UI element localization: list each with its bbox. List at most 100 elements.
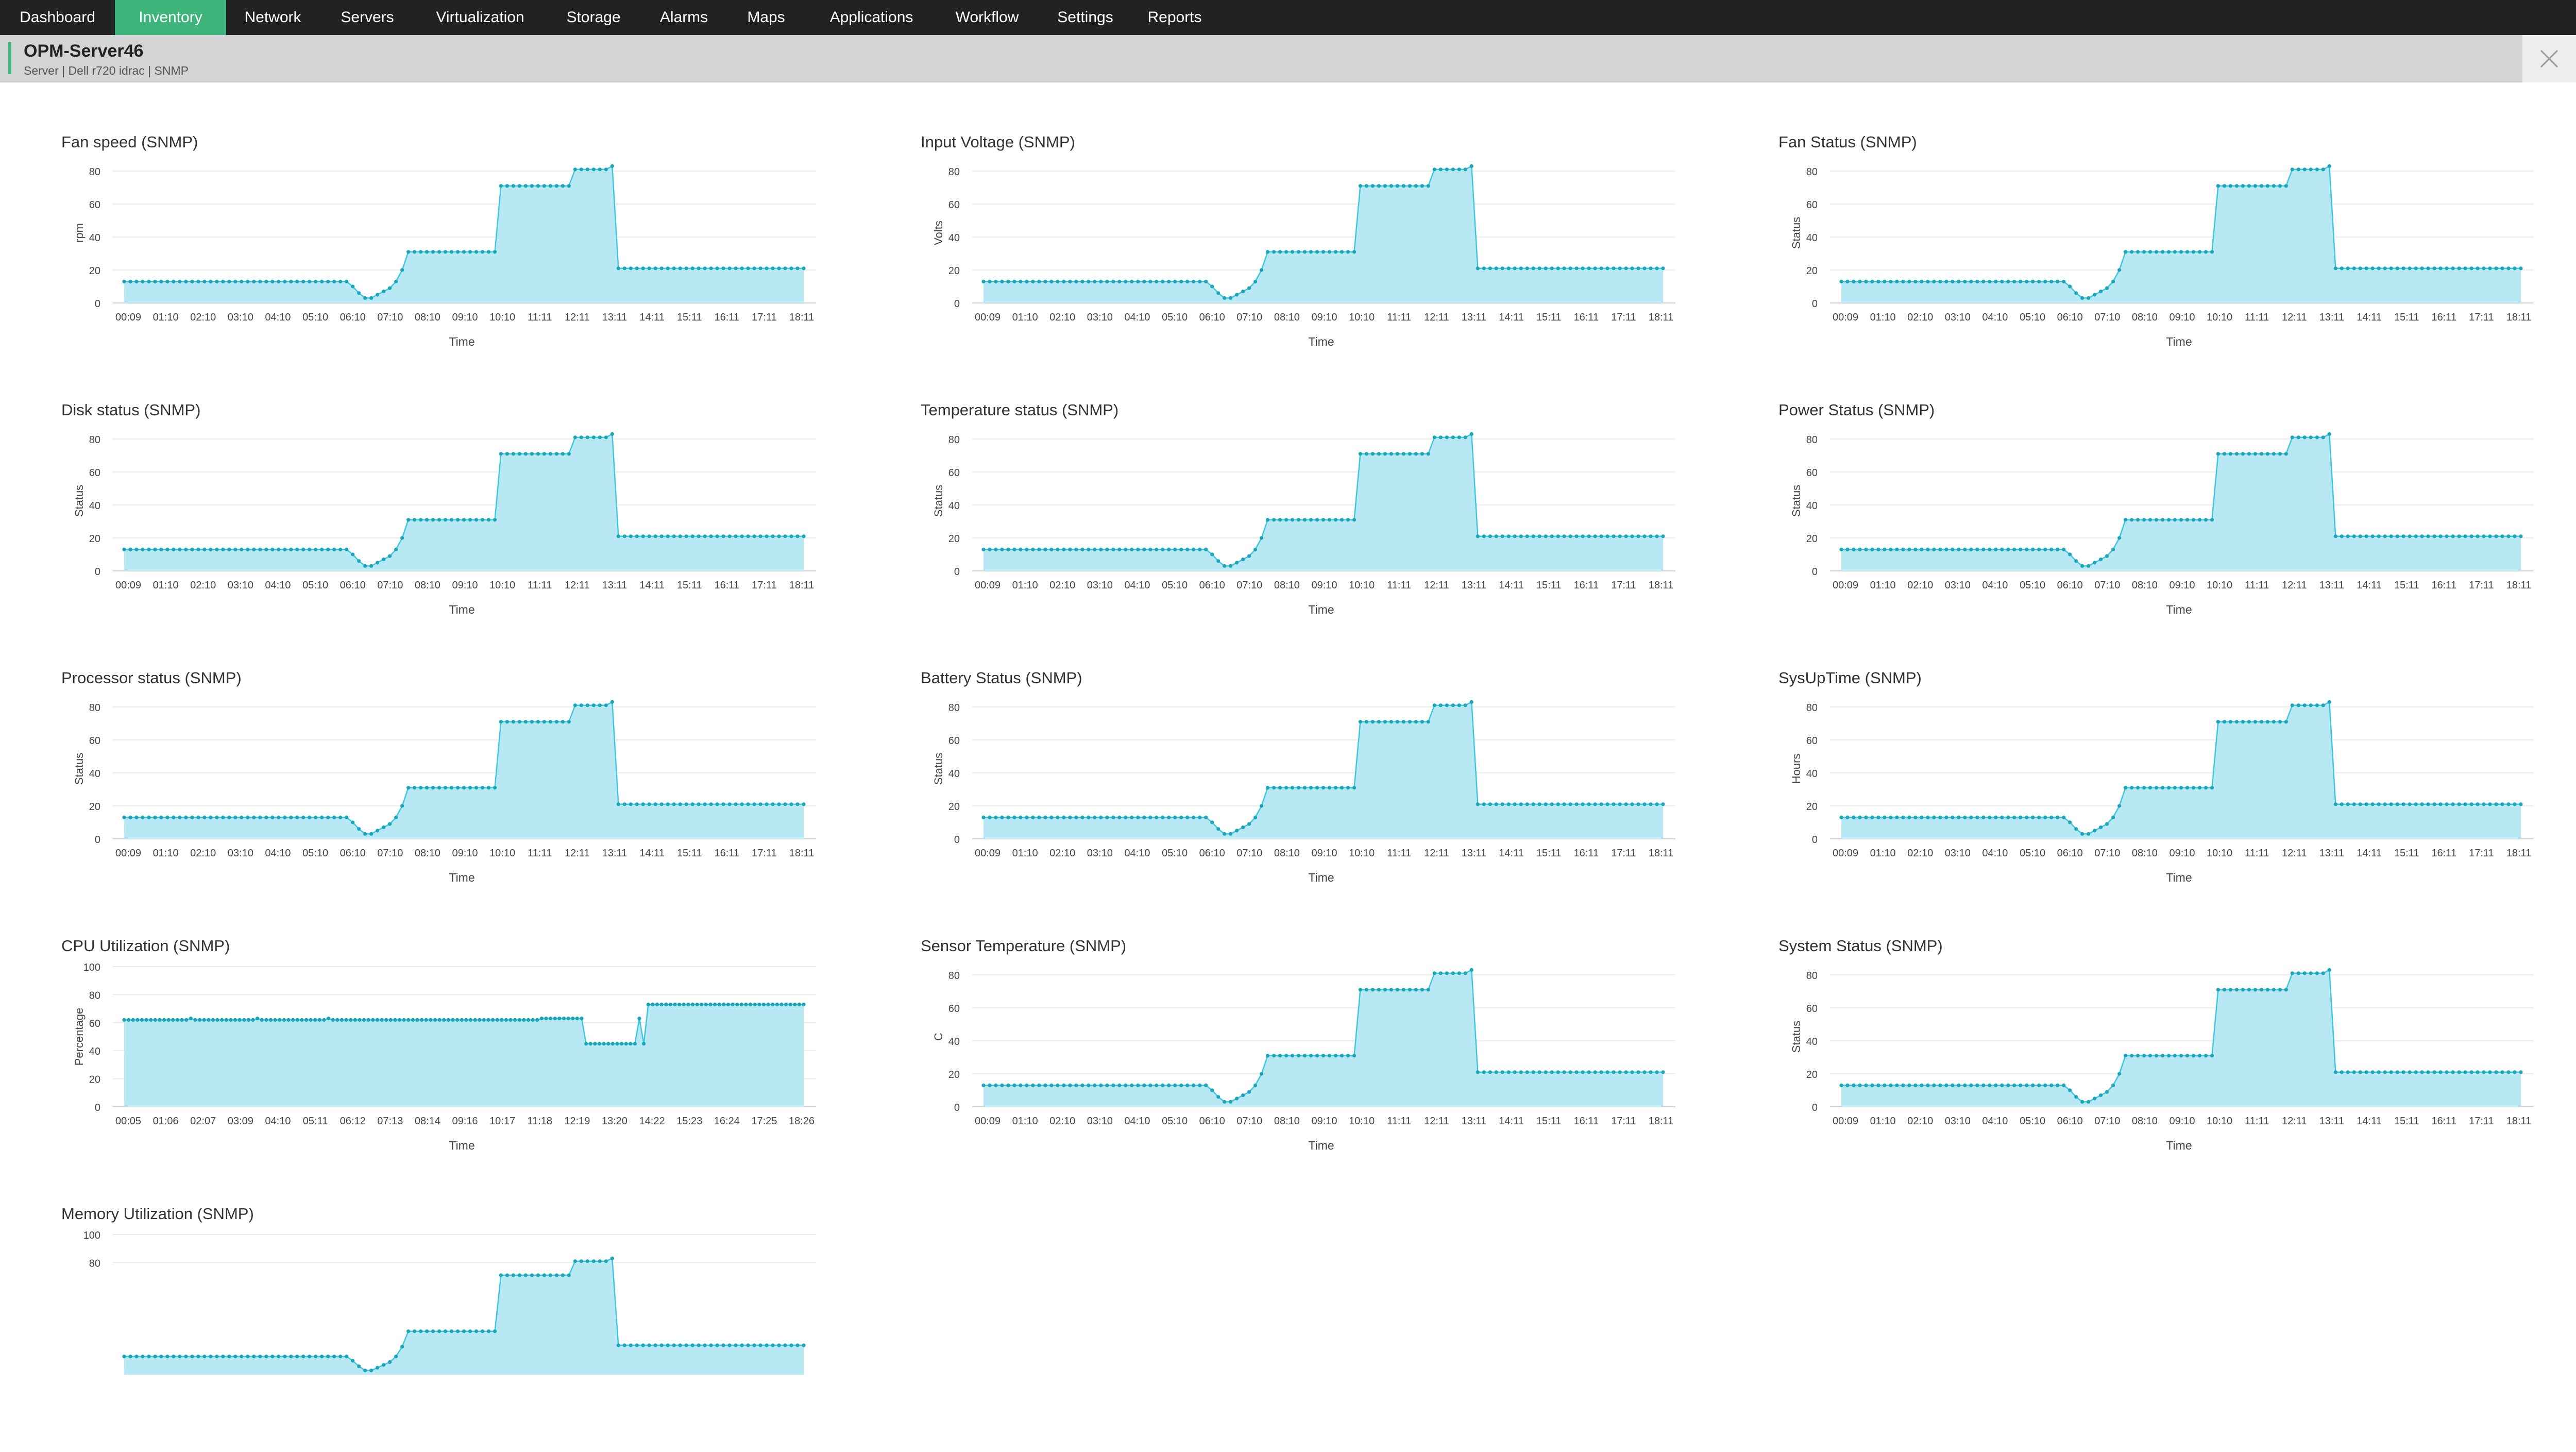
data-point[interactable] <box>1531 266 1535 271</box>
data-point[interactable] <box>2130 250 2134 254</box>
data-point[interactable] <box>2253 988 2257 992</box>
data-point[interactable] <box>376 561 380 565</box>
data-point[interactable] <box>2062 279 2066 283</box>
data-point[interactable] <box>2352 266 2356 271</box>
data-point[interactable] <box>415 1018 419 1022</box>
data-point[interactable] <box>2191 250 2196 254</box>
data-point[interactable] <box>575 1017 579 1021</box>
data-point[interactable] <box>602 1042 606 1046</box>
data-point[interactable] <box>1513 266 1517 271</box>
data-point[interactable] <box>451 1018 455 1022</box>
data-point[interactable] <box>499 1273 503 1277</box>
data-point[interactable] <box>1210 1088 1214 1092</box>
data-point[interactable] <box>175 1018 180 1022</box>
data-point[interactable] <box>1414 452 1418 456</box>
data-point[interactable] <box>1981 815 1986 819</box>
data-point[interactable] <box>277 547 281 551</box>
nav-item-network[interactable]: Network <box>244 9 301 26</box>
data-point[interactable] <box>717 1002 721 1006</box>
data-point[interactable] <box>289 1355 293 1359</box>
data-point[interactable] <box>233 547 238 551</box>
data-point[interactable] <box>233 279 238 283</box>
data-point[interactable] <box>573 167 577 172</box>
data-point[interactable] <box>1550 802 1554 806</box>
data-point[interactable] <box>647 534 651 538</box>
data-point[interactable] <box>758 266 762 271</box>
data-point[interactable] <box>338 815 343 819</box>
data-point[interactable] <box>2228 720 2232 724</box>
data-point[interactable] <box>2445 802 2449 806</box>
data-point[interactable] <box>1198 815 1202 819</box>
data-point[interactable] <box>677 1002 682 1006</box>
data-point[interactable] <box>2377 1070 2381 1074</box>
data-point[interactable] <box>1000 1083 1004 1087</box>
data-point[interactable] <box>1864 1083 1868 1087</box>
data-point[interactable] <box>1080 279 1084 283</box>
data-point[interactable] <box>2166 786 2171 790</box>
data-point[interactable] <box>474 786 479 790</box>
data-point[interactable] <box>561 720 565 724</box>
data-point[interactable] <box>1216 827 1221 831</box>
data-point[interactable] <box>1223 296 1227 300</box>
data-point[interactable] <box>1161 815 1165 819</box>
data-point[interactable] <box>165 547 170 551</box>
data-point[interactable] <box>1605 1070 1609 1074</box>
data-point[interactable] <box>2488 802 2492 806</box>
data-point[interactable] <box>2049 1083 2054 1087</box>
data-point[interactable] <box>1229 1100 1233 1104</box>
data-point[interactable] <box>2333 802 2337 806</box>
data-point[interactable] <box>2408 534 2412 538</box>
data-point[interactable] <box>345 1355 349 1359</box>
data-point[interactable] <box>775 1002 779 1006</box>
data-point[interactable] <box>1130 547 1134 551</box>
data-point[interactable] <box>1247 286 1251 290</box>
data-point[interactable] <box>802 1002 806 1006</box>
data-point[interactable] <box>1957 547 1961 551</box>
data-point[interactable] <box>610 700 614 704</box>
data-point[interactable] <box>522 1018 526 1022</box>
data-point[interactable] <box>1117 279 1122 283</box>
data-point[interactable] <box>1124 1083 1128 1087</box>
data-point[interactable] <box>2080 1100 2084 1104</box>
data-point[interactable] <box>2377 802 2381 806</box>
data-point[interactable] <box>2500 802 2504 806</box>
data-point[interactable] <box>1438 703 1443 707</box>
data-point[interactable] <box>295 815 299 819</box>
data-point[interactable] <box>2383 1070 2387 1074</box>
data-point[interactable] <box>1364 184 1368 188</box>
data-point[interactable] <box>1056 1083 1060 1087</box>
data-point[interactable] <box>1926 1083 1930 1087</box>
data-point[interactable] <box>314 1355 318 1359</box>
data-point[interactable] <box>317 1018 321 1022</box>
data-point[interactable] <box>2389 802 2393 806</box>
data-point[interactable] <box>1550 534 1554 538</box>
data-point[interactable] <box>140 1018 144 1022</box>
data-point[interactable] <box>268 1018 273 1022</box>
data-point[interactable] <box>326 1355 330 1359</box>
data-point[interactable] <box>1302 1054 1307 1058</box>
data-point[interactable] <box>425 1329 429 1333</box>
data-point[interactable] <box>2136 1054 2140 1058</box>
data-point[interactable] <box>666 266 670 271</box>
data-point[interactable] <box>363 296 367 300</box>
data-point[interactable] <box>1235 293 1239 297</box>
data-point[interactable] <box>2130 786 2134 790</box>
data-point[interactable] <box>1500 266 1504 271</box>
data-point[interactable] <box>505 452 510 456</box>
data-point[interactable] <box>1587 266 1591 271</box>
data-point[interactable] <box>2445 266 2449 271</box>
data-point[interactable] <box>480 250 485 254</box>
data-point[interactable] <box>646 1002 650 1006</box>
data-point[interactable] <box>753 1002 757 1006</box>
data-point[interactable] <box>419 786 423 790</box>
data-point[interactable] <box>233 1355 238 1359</box>
data-point[interactable] <box>1167 279 1171 283</box>
data-point[interactable] <box>511 452 516 456</box>
data-point[interactable] <box>735 1002 739 1006</box>
data-point[interactable] <box>746 266 750 271</box>
data-point[interactable] <box>2216 184 2220 188</box>
data-point[interactable] <box>252 815 256 819</box>
data-point[interactable] <box>1266 518 1270 522</box>
data-point[interactable] <box>1537 534 1541 538</box>
data-point[interactable] <box>2432 1070 2436 1074</box>
